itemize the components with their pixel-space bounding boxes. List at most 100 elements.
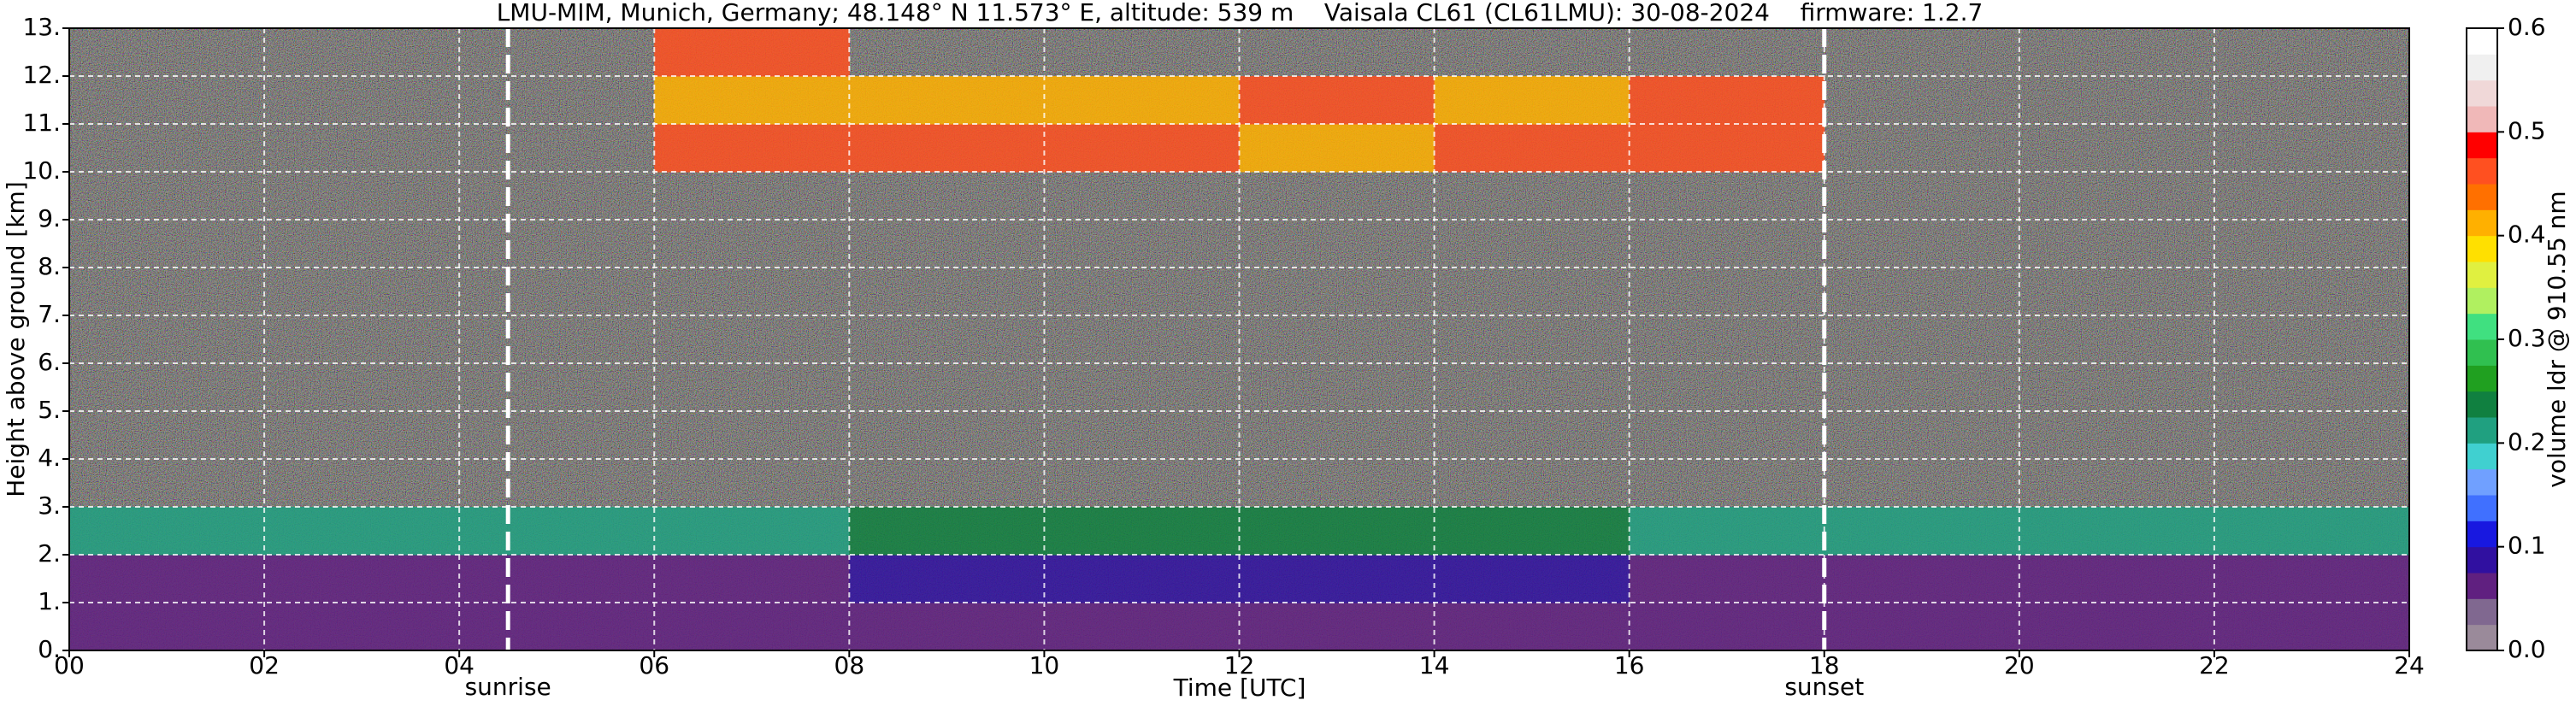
heat-cell: [849, 507, 1045, 556]
heat-cell: [1044, 124, 1240, 173]
colorbar-swatch: [2467, 546, 2497, 574]
colorbar-swatch: [2467, 339, 2497, 366]
colorbar-tick-label: 0.5: [2508, 116, 2546, 144]
heat-cell: [1434, 603, 1630, 651]
heat-cell: [654, 603, 850, 651]
heat-cell: [654, 555, 850, 603]
colorbar-swatch: [2467, 313, 2497, 340]
colorbar-swatch: [2467, 79, 2497, 107]
colorbar-tick-label: 0.6: [2508, 13, 2546, 41]
heat-cell: [2213, 555, 2410, 603]
colorbar-swatch: [2467, 365, 2497, 392]
chart-title: LMU-MIM, Munich, Germany; 48.148° N 11.5…: [497, 0, 1984, 26]
event-label: sunrise: [465, 673, 551, 701]
y-tick-label: 2.: [38, 539, 61, 568]
y-tick-label: 5.: [38, 396, 61, 424]
colorbar-swatch: [2467, 391, 2497, 418]
heat-cell: [1629, 124, 1825, 173]
heat-cell: [2213, 603, 2410, 651]
heat-cell: [2019, 507, 2215, 556]
heat-cell: [264, 555, 460, 603]
heat-cell: [1239, 124, 1435, 173]
heat-cell: [654, 124, 850, 173]
heat-cell: [459, 603, 655, 651]
colorbar-swatch: [2467, 209, 2497, 237]
y-tick-label: 12.: [22, 61, 61, 89]
x-tick-label: 12: [1224, 651, 1255, 680]
heat-cell: [1044, 555, 1240, 603]
x-tick-label: 10: [1029, 651, 1060, 680]
x-tick-label: 04: [444, 651, 475, 680]
heat-cell: [1629, 603, 1825, 651]
heat-cell: [1434, 555, 1630, 603]
x-tick-label: 24: [2394, 651, 2425, 680]
colorbar-tick-label: 0.4: [2508, 221, 2546, 249]
heat-cell: [69, 507, 265, 556]
heat-cell: [1629, 76, 1825, 125]
heat-cell: [1044, 507, 1240, 556]
heat-cell: [69, 603, 265, 651]
heat-cell: [1434, 124, 1630, 173]
y-tick-label: 0.: [38, 635, 61, 663]
colorbar-swatch: [2467, 598, 2497, 626]
colorbar-swatch: [2467, 235, 2497, 262]
x-tick-label: 18: [1809, 651, 1840, 680]
colorbar-swatch: [2467, 443, 2497, 470]
colorbar-swatch: [2467, 28, 2497, 55]
colorbar-swatch: [2467, 573, 2497, 599]
colorbar-swatch: [2467, 132, 2497, 159]
heat-cell: [849, 124, 1045, 173]
y-tick-label: 11.: [22, 109, 61, 137]
y-tick-label: 4.: [38, 444, 61, 472]
heat-cell: [849, 555, 1045, 603]
heat-cell: [849, 76, 1045, 125]
heat-cell: [1239, 507, 1435, 556]
colorbar-tick-label: 0.3: [2508, 324, 2546, 352]
y-tick-label: 13.: [22, 13, 61, 41]
y-tick-label: 9.: [38, 204, 61, 232]
colorbar-tick-label: 0.0: [2508, 635, 2546, 663]
colorbar-swatch: [2467, 106, 2497, 132]
colorbar-swatch: [2467, 521, 2497, 548]
colorbar-swatch: [2467, 624, 2497, 651]
y-tick-label: 1.: [38, 587, 61, 615]
heat-cell: [1239, 76, 1435, 125]
heat-cell: [849, 603, 1045, 651]
x-tick-label: 06: [639, 651, 669, 680]
heat-cell: [1239, 555, 1435, 603]
heat-cell: [1824, 603, 2020, 651]
event-label: sunset: [1784, 673, 1864, 701]
heat-cell: [1824, 507, 2020, 556]
heat-cell: [264, 507, 460, 556]
colorbar-swatch: [2467, 495, 2497, 521]
heat-cell: [654, 28, 850, 77]
heat-cell: [654, 76, 850, 125]
heat-cell: [654, 507, 850, 556]
heat-cell: [459, 507, 655, 556]
heat-cell: [1629, 555, 1825, 603]
y-tick-label: 8.: [38, 252, 61, 280]
x-axis-label: Time [UTC]: [1173, 674, 1306, 702]
colorbar-tick-label: 0.2: [2508, 427, 2546, 456]
heat-cell: [264, 603, 460, 651]
y-tick-label: 6.: [38, 348, 61, 376]
x-tick-label: 08: [834, 651, 865, 680]
x-tick-label: 02: [249, 651, 280, 680]
heat-cell: [2213, 507, 2410, 556]
colorbar-swatch: [2467, 262, 2497, 288]
heat-cell: [1239, 603, 1435, 651]
y-tick-label: 7.: [38, 300, 61, 328]
heat-cell: [69, 555, 265, 603]
x-tick-label: 16: [1614, 651, 1645, 680]
heat-cell: [2019, 603, 2215, 651]
heat-cell: [1044, 76, 1240, 125]
x-tick-label: 22: [2199, 651, 2230, 680]
heat-cell: [1434, 76, 1630, 125]
colorbar-swatch: [2467, 417, 2497, 444]
heat-cell: [1434, 507, 1630, 556]
colorbar-swatch: [2467, 287, 2497, 315]
x-tick-label: 00: [54, 651, 85, 680]
y-tick-label: 10.: [22, 156, 61, 185]
colorbar-swatch: [2467, 184, 2497, 210]
